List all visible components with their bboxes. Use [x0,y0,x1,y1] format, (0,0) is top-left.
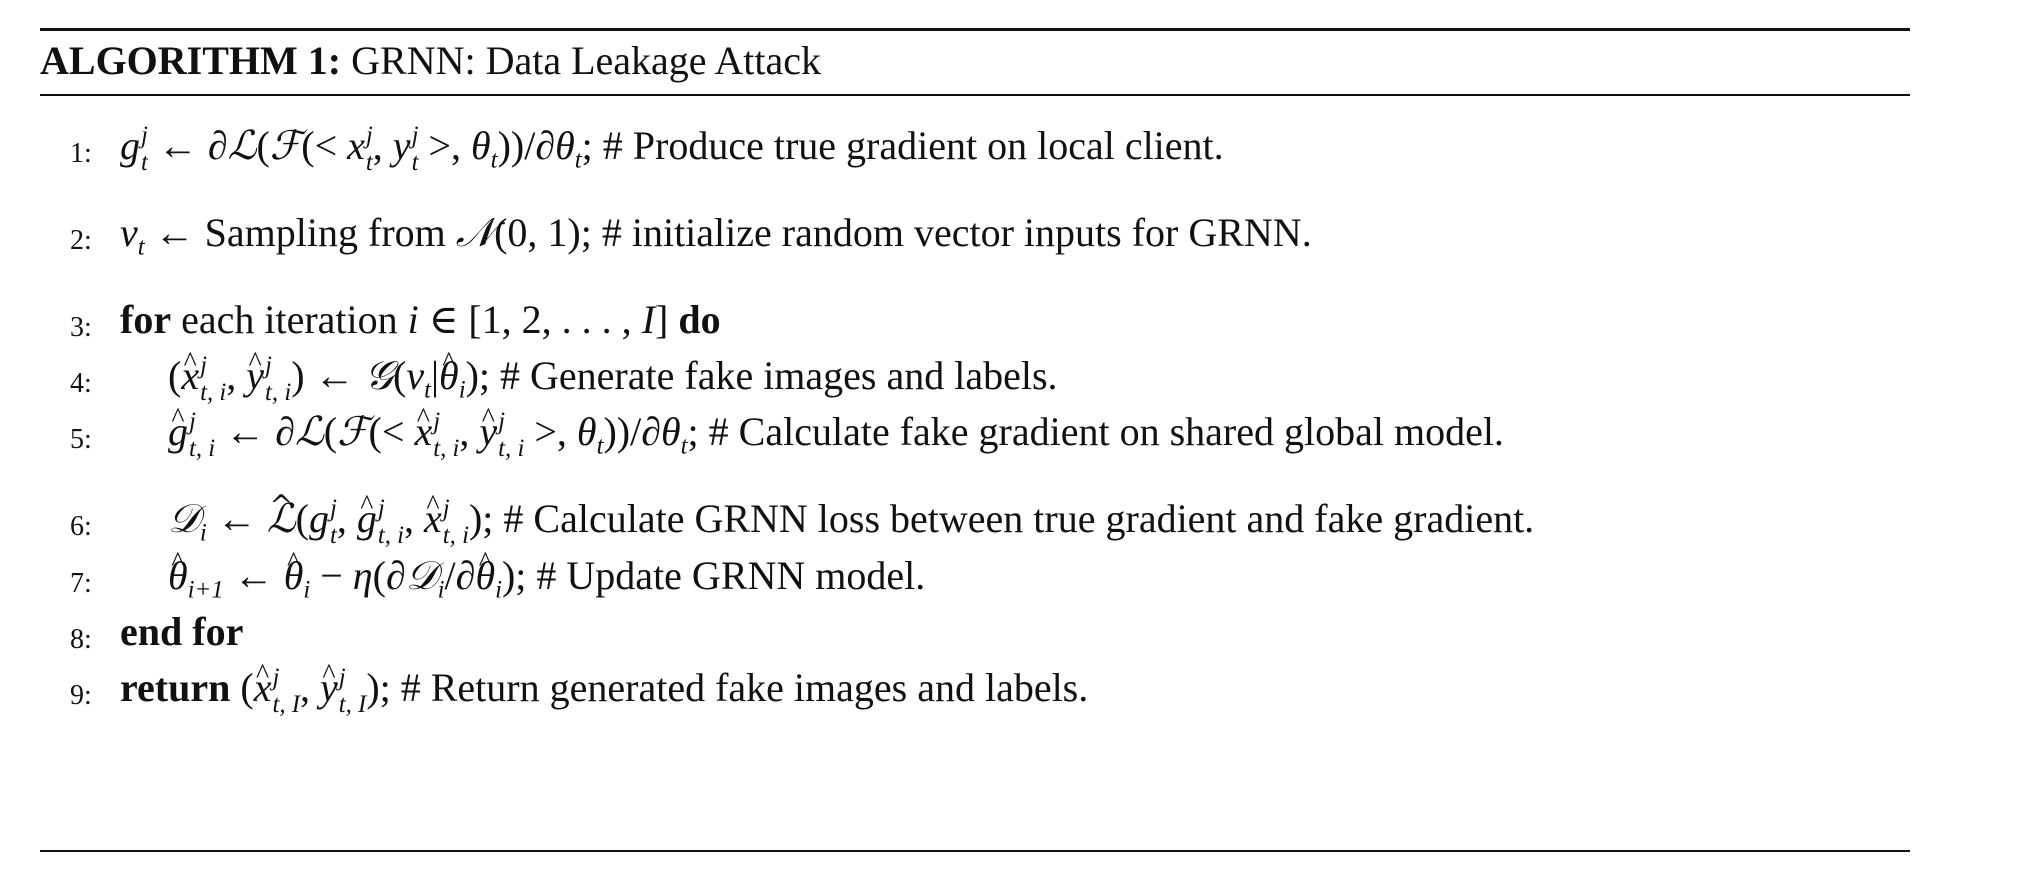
loop-text: each iteration [181,297,398,342]
line-number: 7: [70,568,92,599]
keyword-return: return [120,665,231,710]
line-comment: # Update GRNN model. [536,553,926,598]
line-comment: # Calculate GRNN loss between true gradi… [503,496,1535,541]
line-comment: # Produce true gradient on local client. [602,123,1224,168]
line-number: 4: [70,368,92,399]
sampling-text: Sampling from [204,210,446,255]
line-content: (xjt, i, yjt, i) ← 𝒢(vt|θi); # Generate … [168,333,1058,406]
line-content: end for [120,602,243,662]
line-number: 5: [70,424,92,455]
line-comment: # initialize random vector inputs for GR… [601,210,1312,255]
algorithm-block: ALGORITHM 1: GRNN: Data Leakage Attack 1… [40,0,1910,870]
bottom-rule [40,850,1910,852]
line-number: 6: [70,511,92,542]
line-number: 8: [70,624,92,655]
line-number: 2: [70,225,92,256]
line-content: θi+1 ← θi − η(∂𝒟i/∂θi); # Update GRNN mo… [168,533,926,606]
line-comment: # Calculate fake gradient on shared glob… [708,409,1504,454]
header-rule [40,94,1910,96]
line-content: 𝒟i ← ℒ(gjt, gjt, i, xjt, i); # Calculate… [168,476,1535,549]
line-number: 9: [70,680,92,711]
algorithm-name: GRNN: Data Leakage Attack [351,38,821,83]
algorithm-label: ALGORITHM 1: [40,38,342,83]
line-comment: # Return generated fake images and label… [400,665,1089,710]
line-comment: # Generate fake images and labels. [500,353,1058,398]
algorithm-title: ALGORITHM 1: GRNN: Data Leakage Attack [40,34,821,88]
top-rule [40,28,1910,31]
keyword-end-for: end for [120,609,244,654]
keyword-for: for [120,297,172,342]
line-number: 3: [70,312,92,343]
line-content: gjt, i ← ∂ℒ(ℱ(< xjt, i, yjt, i >, θt))/∂… [168,389,1504,462]
line-content: return (xjt, I, yjt, I); # Return genera… [120,645,1089,718]
keyword-do: do [678,297,721,342]
line-content: vt ← Sampling from 𝒩(0, 1); # initialize… [120,210,1312,261]
line-content: for each iteration i ∈ [1, 2, . . . , I]… [120,297,721,342]
line-number: 1: [70,138,92,169]
